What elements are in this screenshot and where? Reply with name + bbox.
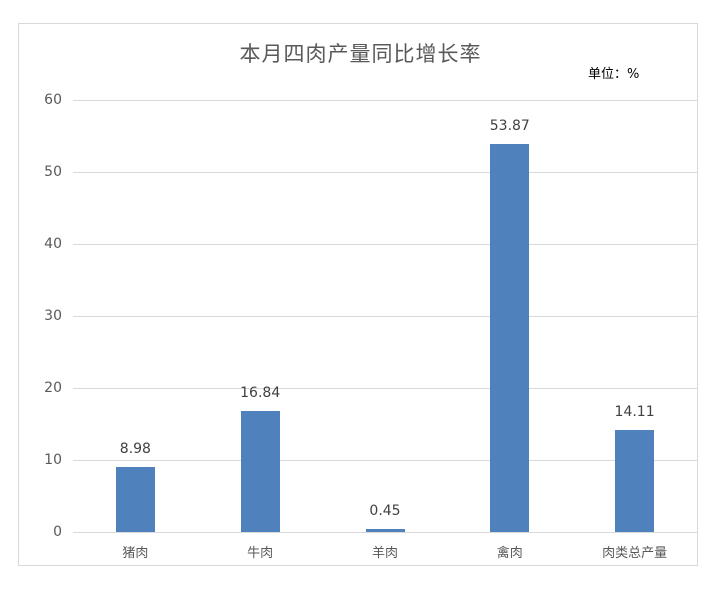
gridline xyxy=(73,388,697,389)
data-label: 53.87 xyxy=(489,118,530,135)
y-tick-label: 0 xyxy=(53,524,62,540)
unit-label: 单位：% xyxy=(588,67,640,82)
data-label: 0.45 xyxy=(369,502,401,519)
bar[interactable] xyxy=(115,467,155,532)
x-tick-label: 羊肉 xyxy=(371,546,398,561)
gridline xyxy=(73,316,697,317)
data-label: 8.98 xyxy=(119,441,151,458)
gridline xyxy=(73,532,697,533)
bar[interactable] xyxy=(615,430,655,532)
x-tick-label: 牛肉 xyxy=(247,546,274,561)
y-tick-label: 40 xyxy=(44,236,62,252)
bar[interactable] xyxy=(365,528,405,532)
gridline xyxy=(73,172,697,173)
gridline xyxy=(73,244,697,245)
bar[interactable] xyxy=(490,144,530,532)
y-tick-label: 20 xyxy=(44,380,62,396)
gridline xyxy=(73,100,697,101)
x-tick-label: 猪肉 xyxy=(122,546,149,561)
x-tick-label: 禽肉 xyxy=(496,546,523,561)
bar[interactable] xyxy=(240,410,280,532)
x-tick-label: 肉类总产量 xyxy=(602,546,668,561)
y-tick-label: 10 xyxy=(44,452,62,468)
data-label: 16.84 xyxy=(240,384,281,401)
chart-title: 本月四肉产量同比增长率 xyxy=(239,42,482,66)
y-tick-label: 60 xyxy=(44,92,62,108)
y-tick-label: 50 xyxy=(44,164,62,180)
data-label: 14.11 xyxy=(614,404,655,421)
y-tick-label: 30 xyxy=(44,308,62,324)
gridline xyxy=(73,460,697,461)
